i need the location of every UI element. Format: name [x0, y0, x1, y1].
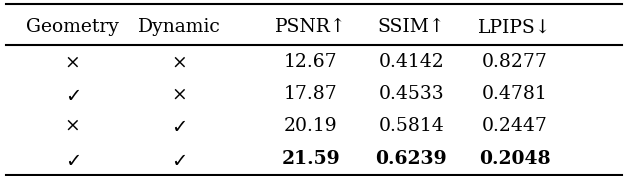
Text: SSIM↑: SSIM↑ [377, 18, 445, 36]
Text: 0.2447: 0.2447 [482, 117, 548, 135]
Text: 21.59: 21.59 [281, 150, 340, 168]
Text: 17.87: 17.87 [284, 85, 338, 103]
Text: LPIPS↓: LPIPS↓ [478, 18, 552, 36]
Text: 12.67: 12.67 [284, 54, 338, 71]
Text: $\checkmark$: $\checkmark$ [65, 85, 80, 104]
Text: 0.2048: 0.2048 [479, 150, 551, 168]
Text: ×: × [171, 85, 187, 103]
Text: 0.6239: 0.6239 [376, 150, 447, 168]
Text: 0.4533: 0.4533 [379, 85, 444, 103]
Text: 20.19: 20.19 [284, 117, 338, 135]
Text: $\checkmark$: $\checkmark$ [65, 150, 80, 169]
Text: 0.8277: 0.8277 [482, 54, 548, 71]
Text: Dynamic: Dynamic [138, 18, 220, 36]
Text: PSNR↑: PSNR↑ [275, 18, 347, 36]
Text: 0.4142: 0.4142 [379, 54, 444, 71]
Text: $\checkmark$: $\checkmark$ [171, 116, 187, 135]
Text: ×: × [64, 54, 80, 71]
Text: 0.5814: 0.5814 [379, 117, 444, 135]
Text: ×: × [171, 54, 187, 71]
Text: ×: × [64, 117, 80, 135]
Text: Geometry: Geometry [26, 18, 119, 36]
Text: $\checkmark$: $\checkmark$ [171, 150, 187, 169]
Text: 0.4781: 0.4781 [482, 85, 548, 103]
